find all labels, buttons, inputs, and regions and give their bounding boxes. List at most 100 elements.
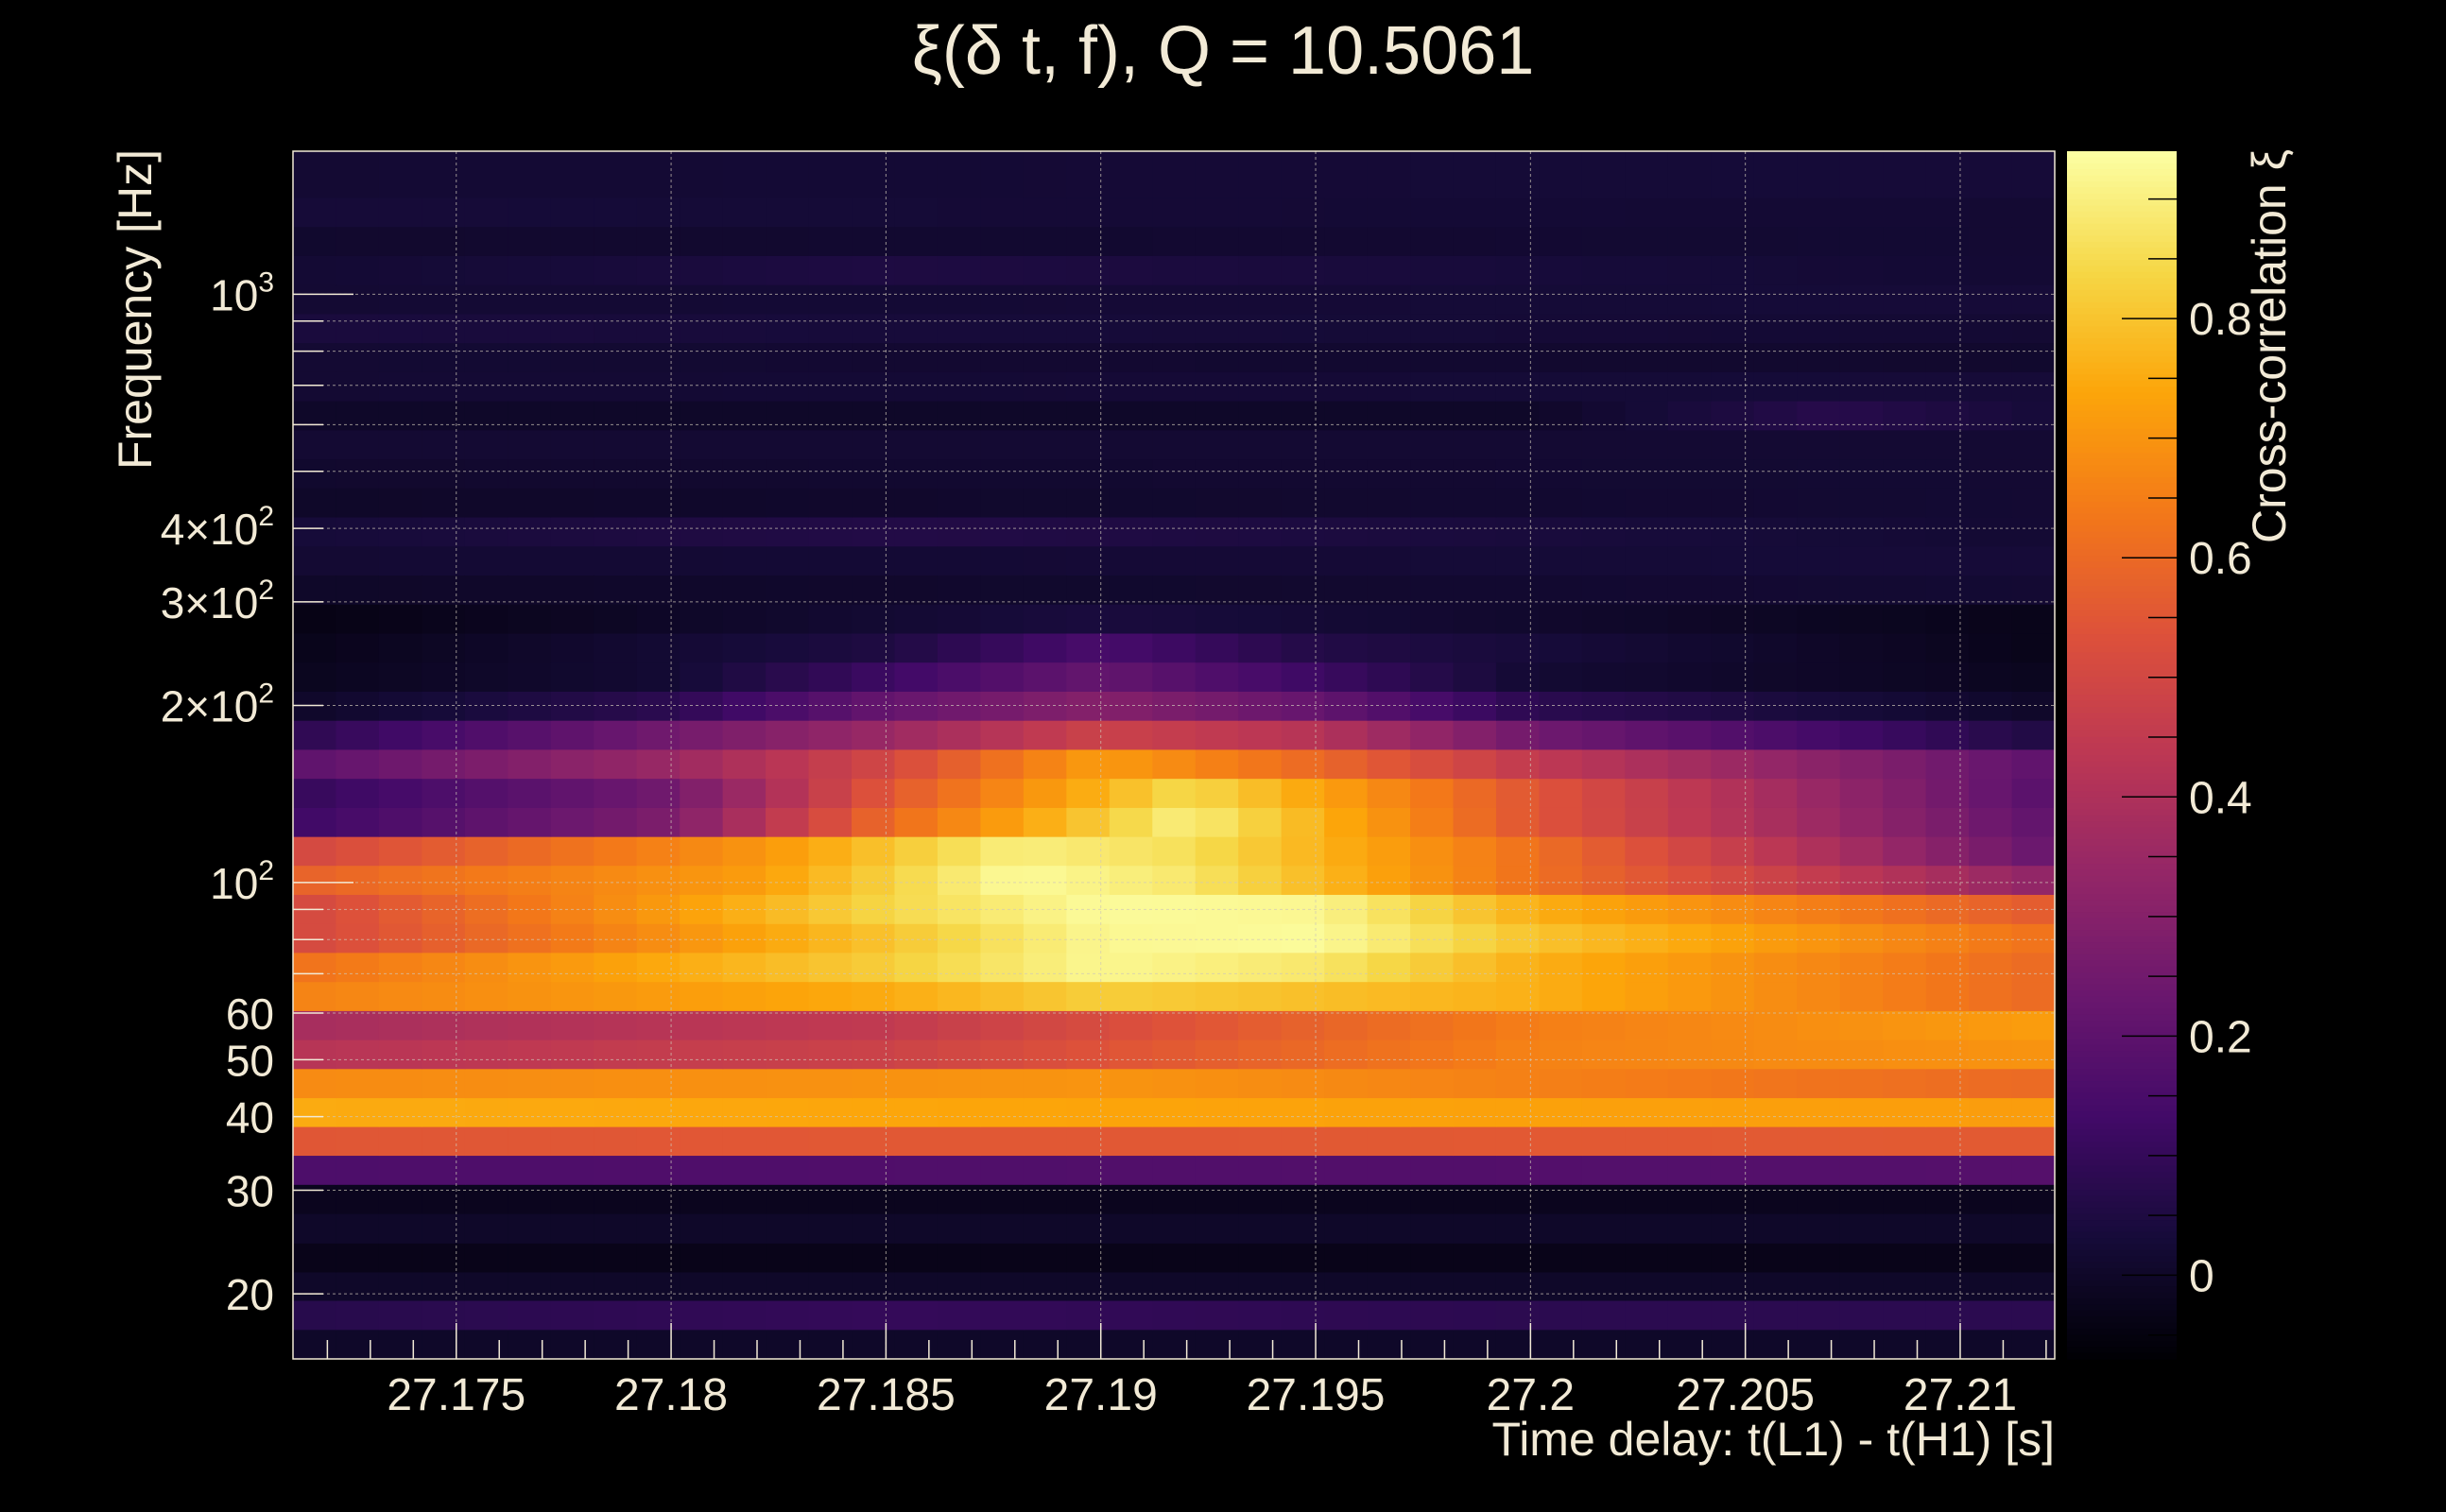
heatmap-cell bbox=[508, 952, 552, 983]
heatmap-cell bbox=[1410, 1097, 1455, 1127]
heatmap-cell bbox=[378, 691, 422, 721]
colorbar-label: Cross-correlation ξ bbox=[2243, 149, 2296, 543]
heatmap-cell bbox=[894, 720, 939, 750]
heatmap-cell bbox=[1581, 691, 1626, 721]
heatmap-cell bbox=[378, 1329, 422, 1360]
heatmap-cell bbox=[1797, 604, 1841, 634]
heatmap-cell bbox=[594, 1243, 638, 1273]
heatmap-cell bbox=[1539, 400, 1583, 431]
heatmap-cell bbox=[1753, 1184, 1798, 1214]
heatmap-cell bbox=[1281, 1212, 1325, 1244]
heatmap-cell bbox=[1711, 1068, 1755, 1099]
heatmap-cell bbox=[980, 807, 1025, 837]
heatmap-cell bbox=[1797, 1010, 1841, 1040]
heatmap-cell bbox=[980, 778, 1025, 808]
colorbar-segment bbox=[2067, 1026, 2177, 1034]
heatmap-cell bbox=[1883, 313, 1927, 344]
heatmap-cell bbox=[1797, 981, 1841, 1011]
heatmap-cell bbox=[852, 1126, 896, 1157]
heatmap-cell bbox=[1367, 1040, 1411, 1070]
heatmap-cell bbox=[336, 226, 380, 256]
heatmap-cell bbox=[1367, 748, 1411, 780]
colorbar-segment bbox=[2067, 483, 2177, 490]
heatmap-cell bbox=[1023, 1010, 1067, 1040]
colorbar-segment bbox=[2067, 501, 2177, 508]
heatmap-cell bbox=[1883, 197, 1927, 228]
heatmap-cell bbox=[422, 226, 466, 256]
heatmap-cell bbox=[894, 197, 939, 228]
heatmap-cell bbox=[1281, 923, 1325, 954]
heatmap-cell bbox=[1195, 516, 1239, 547]
heatmap-cell bbox=[1324, 807, 1369, 837]
heatmap-cell bbox=[722, 197, 767, 228]
colorbar-segment bbox=[2067, 1310, 2177, 1317]
heatmap-cell bbox=[1839, 1212, 1884, 1244]
colorbar-segment bbox=[2067, 990, 2177, 998]
heatmap-cell bbox=[1753, 429, 1798, 460]
colorbar-segment bbox=[2067, 688, 2177, 696]
heatmap-cell bbox=[1925, 720, 1970, 750]
colorbar-segment bbox=[2067, 561, 2177, 569]
heatmap-cell bbox=[852, 458, 896, 489]
colorbar-segment bbox=[2067, 428, 2177, 436]
heatmap-cell bbox=[1969, 255, 2013, 285]
heatmap-cell bbox=[1581, 952, 1626, 983]
heatmap-cell bbox=[336, 952, 380, 983]
heatmap-cell bbox=[1453, 371, 1497, 402]
colorbar-segment bbox=[2067, 537, 2177, 544]
heatmap-cell bbox=[722, 981, 767, 1011]
heatmap-cell bbox=[1238, 923, 1283, 954]
heatmap-cell bbox=[1711, 313, 1755, 344]
heatmap-cell bbox=[550, 1243, 594, 1273]
heatmap-cell bbox=[980, 575, 1025, 605]
heatmap-cell bbox=[1495, 1126, 1541, 1157]
heatmap-cell bbox=[1667, 429, 1712, 460]
heatmap-cell bbox=[1539, 1184, 1583, 1214]
colorbar-segment bbox=[2067, 525, 2177, 533]
heatmap-cell bbox=[1453, 1271, 1497, 1301]
heatmap-cell bbox=[1797, 807, 1841, 837]
heatmap-cell bbox=[293, 1184, 337, 1214]
heatmap-cell bbox=[766, 1097, 810, 1127]
colorbar-segment bbox=[2067, 157, 2177, 164]
heatmap-cell bbox=[1925, 1097, 1970, 1127]
heatmap-cell bbox=[1539, 720, 1583, 750]
heatmap-cell bbox=[336, 1126, 380, 1157]
heatmap-cell bbox=[1066, 836, 1111, 867]
heatmap-cell bbox=[464, 1097, 508, 1127]
heatmap-cell bbox=[1625, 284, 1669, 315]
heatmap-cell bbox=[1969, 516, 2013, 547]
heatmap-cell bbox=[1195, 807, 1239, 837]
heatmap-cell bbox=[1324, 604, 1369, 634]
heatmap-cell bbox=[1410, 1184, 1455, 1214]
heatmap-cell bbox=[980, 342, 1025, 372]
heatmap-cell bbox=[894, 662, 939, 692]
heatmap-cell bbox=[1195, 488, 1239, 518]
heatmap-cell bbox=[1367, 545, 1411, 576]
heatmap-cell bbox=[1410, 836, 1455, 867]
heatmap-cell bbox=[636, 1299, 680, 1331]
colorbar-segment bbox=[2067, 417, 2177, 424]
heatmap-cell bbox=[937, 720, 982, 750]
heatmap-cell bbox=[1023, 952, 1067, 983]
heatmap-cell bbox=[636, 1155, 680, 1185]
heatmap-cell bbox=[894, 371, 939, 402]
heatmap-cell bbox=[1581, 255, 1626, 285]
heatmap-cell bbox=[937, 865, 982, 895]
colorbar-segment bbox=[2067, 966, 2177, 973]
heatmap-cell bbox=[2011, 1184, 2056, 1214]
heatmap-cell bbox=[1883, 575, 1927, 605]
heatmap-cell bbox=[1581, 836, 1626, 867]
heatmap-cell bbox=[378, 720, 422, 750]
colorbar-segment bbox=[2067, 1274, 2177, 1281]
heatmap-cell bbox=[1152, 1212, 1197, 1244]
heatmap-cell bbox=[550, 604, 594, 634]
heatmap-cell bbox=[1581, 284, 1626, 315]
heatmap-cell bbox=[1753, 1155, 1798, 1185]
heatmap-cell bbox=[1066, 1243, 1111, 1273]
heatmap-cell bbox=[1925, 197, 1970, 228]
heatmap-cell bbox=[2011, 952, 2056, 983]
heatmap-cell bbox=[1066, 1155, 1111, 1185]
heatmap-cell bbox=[680, 1010, 724, 1040]
heatmap-cell bbox=[1797, 313, 1841, 344]
